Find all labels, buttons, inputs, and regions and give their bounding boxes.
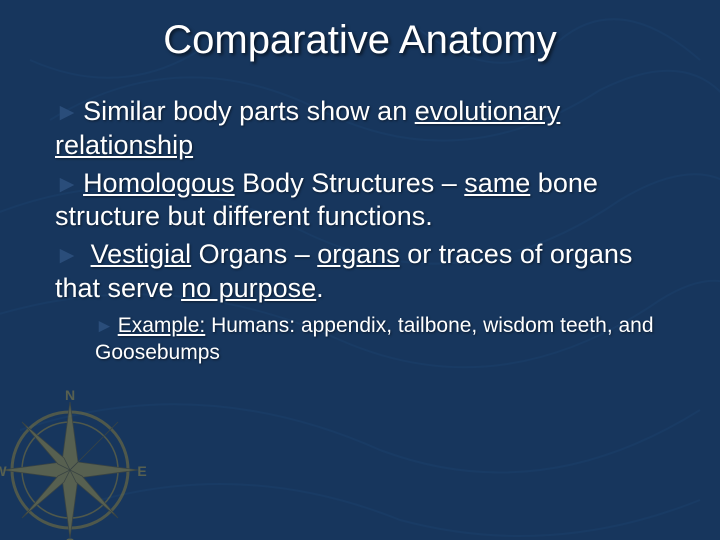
sub-bullet-1: ►Example: Humans: appendix, tailbone, wi… — [95, 312, 675, 367]
bullet-arrow-icon: ► — [55, 171, 79, 198]
svg-text:S: S — [65, 535, 74, 540]
bullet-arrow-icon: ► — [55, 242, 79, 269]
svg-text:W: W — [0, 463, 7, 479]
slide: N W S E Comparative Anatomy ►Similar bod… — [0, 0, 720, 540]
text-underlined: same — [464, 168, 530, 198]
bullet-2: ►Homologous Body Structures – same bone … — [55, 167, 675, 235]
bullet-1: ►Similar body parts show an evolutionary… — [55, 95, 675, 163]
slide-body: ►Similar body parts show an evolutionary… — [55, 95, 675, 366]
text-underlined: Homologous — [83, 168, 235, 198]
svg-text:N: N — [65, 390, 75, 403]
text-underlined: Example: — [118, 314, 206, 337]
bullet-3: ► Vestigial Organs – organs or traces of… — [55, 238, 675, 306]
compass-decoration: N W S E — [0, 390, 150, 540]
text: . — [316, 273, 324, 303]
text: Similar body parts show an — [83, 96, 415, 126]
bullet-arrow-icon: ► — [95, 316, 114, 337]
text: Organs – — [191, 239, 317, 269]
text: Body Structures – — [235, 168, 465, 198]
text-underlined: no purpose — [181, 273, 316, 303]
bullet-arrow-icon: ► — [55, 99, 79, 126]
text-underlined: Vestigial — [91, 239, 192, 269]
text-underlined: organs — [317, 239, 400, 269]
slide-title: Comparative Anatomy — [0, 18, 720, 63]
text — [83, 239, 91, 269]
svg-text:E: E — [137, 463, 146, 479]
